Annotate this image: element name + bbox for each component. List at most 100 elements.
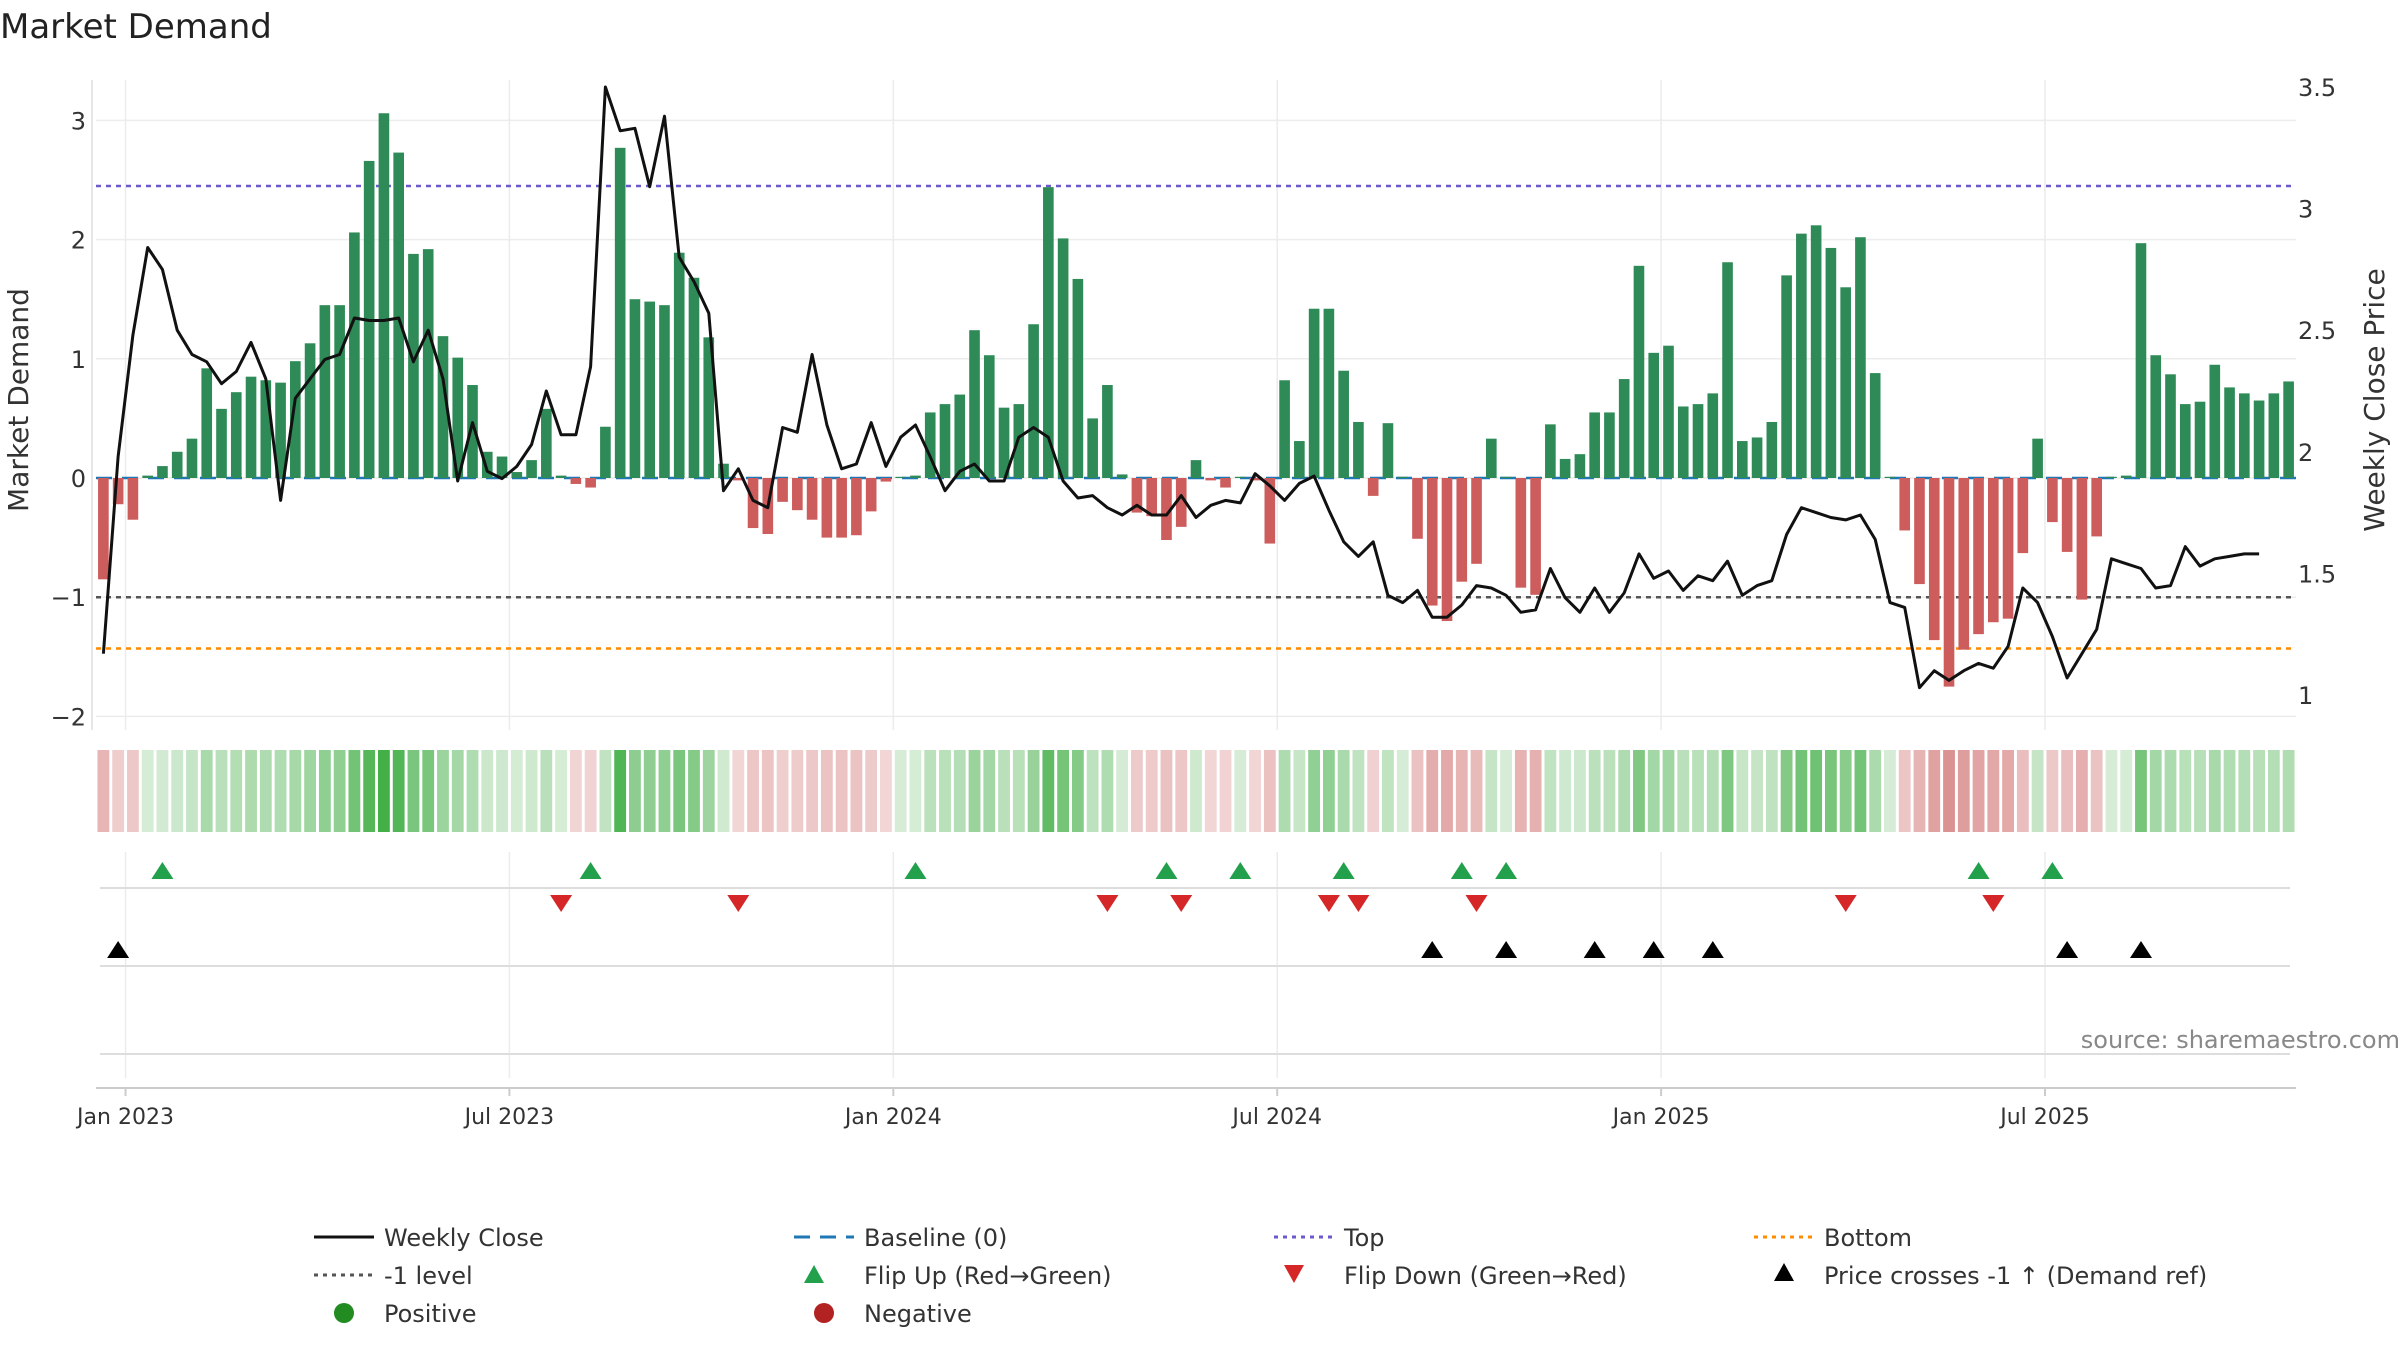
demand-bar — [1692, 404, 1704, 478]
demand-bar — [2224, 387, 2235, 478]
heat-cell — [1913, 750, 1926, 832]
demand-bar — [747, 478, 759, 529]
legend-top: Top — [1343, 1224, 1385, 1252]
heat-cell — [186, 750, 198, 832]
demand-bar — [1308, 308, 1320, 478]
demand-bar — [1943, 478, 1955, 687]
flip-down-marker — [1317, 895, 1340, 912]
heat-cell — [1116, 750, 1129, 832]
demand-bars — [98, 113, 2294, 687]
heat-cell — [2282, 750, 2295, 832]
demand-bar — [1072, 278, 1084, 478]
legend-negative-swatch — [814, 1303, 834, 1323]
legend-flip-down: Flip Down (Green→Red) — [1344, 1262, 1627, 1290]
heat-cell — [2267, 750, 2280, 832]
demand-bar — [1294, 441, 1305, 478]
heat-cell — [1219, 750, 1232, 832]
demand-bar — [2091, 478, 2102, 537]
demand-bar — [1988, 478, 1999, 623]
demand-bar — [1648, 352, 1660, 478]
heat-cell — [1633, 750, 1645, 832]
demand-bar — [777, 478, 788, 502]
heat-cell — [1308, 750, 1321, 832]
flip-up-marker — [1967, 862, 1990, 879]
heat-cell — [1559, 750, 1572, 832]
demand-bar — [2194, 401, 2206, 478]
demand-bar — [969, 330, 980, 478]
demand-bar — [408, 253, 419, 478]
heat-cell — [2120, 750, 2133, 832]
heat-cell — [1352, 750, 1365, 832]
demand-bar — [924, 412, 936, 478]
demand-bar — [304, 343, 316, 478]
demand-bar — [585, 478, 596, 488]
heat-cell — [1810, 750, 1823, 832]
heat-cell — [2135, 750, 2147, 832]
x-tick-label: Jan 2023 — [75, 1105, 174, 1130]
heat-cell — [791, 750, 804, 832]
demand-bar — [954, 394, 966, 478]
demand-bar — [895, 476, 907, 478]
x-tick-label: Jul 2023 — [463, 1105, 555, 1130]
heat-cell — [1824, 750, 1837, 832]
demand-bar — [1382, 423, 1394, 478]
demand-bar — [1530, 478, 1541, 595]
demand-bar — [1589, 412, 1600, 478]
demand-bar — [1175, 478, 1187, 527]
demand-bar — [1190, 460, 1202, 478]
heat-cell — [599, 750, 612, 832]
heat-cell — [1042, 750, 1055, 832]
demand-bar — [688, 277, 700, 478]
demand-bar — [112, 478, 124, 505]
demand-bar — [1146, 478, 1158, 517]
heat-cell — [1455, 750, 1468, 832]
heat-cell — [1190, 750, 1202, 832]
heat-cell — [1573, 750, 1586, 832]
heat-cell — [363, 750, 376, 832]
demand-bar — [1249, 478, 1261, 481]
y-tick-label: −1 — [51, 584, 86, 612]
heat-cell — [1765, 750, 1778, 832]
heat-cell — [761, 750, 774, 832]
demand-bar — [1116, 474, 1128, 478]
price-cross-marker — [1495, 941, 1518, 958]
heat-cell — [1071, 750, 1084, 832]
legend-bottom: Bottom — [1824, 1224, 1912, 1252]
heat-cell — [1500, 750, 1512, 832]
demand-bar — [1412, 478, 1423, 539]
heat-cell — [880, 750, 892, 832]
heat-cell — [820, 750, 833, 832]
demand-bar — [290, 361, 301, 478]
heat-cell — [1854, 750, 1867, 832]
x-axis: Jan 2023 Jul 2023 Jan 2024 Jul 2024 Jan 2025… — [75, 1087, 2296, 1130]
demand-bar — [1604, 412, 1615, 478]
demand-bar — [1102, 385, 1113, 478]
legend-weekly-close: Weekly Close — [384, 1224, 544, 1252]
legend-positive-swatch — [334, 1303, 354, 1323]
demand-bar — [629, 299, 641, 478]
heat-cell — [1588, 750, 1601, 832]
demand-bar — [673, 252, 685, 478]
heat-cell — [156, 750, 169, 832]
demand-bar — [334, 305, 345, 478]
heat-cell — [1234, 750, 1247, 832]
legend-flip-up: Flip Up (Red→Green) — [864, 1262, 1112, 1290]
heat-cell — [525, 750, 538, 832]
flip-down-marker — [550, 895, 573, 912]
weekly-close-line — [101, 85, 2260, 690]
demand-bar — [1043, 187, 1054, 478]
heat-cell — [1957, 750, 1970, 832]
demand-bar — [1633, 265, 1645, 478]
demand-bar — [1722, 262, 1733, 478]
heat-cell — [1145, 750, 1158, 832]
demand-bar — [2135, 243, 2147, 478]
heat-cell — [1884, 750, 1896, 832]
flip-down-marker — [1982, 895, 2005, 912]
flip-down-marker — [1170, 895, 1193, 912]
heat-cell — [1898, 750, 1911, 832]
y2-tick-label: 3.5 — [2298, 74, 2336, 102]
heat-cell — [1603, 750, 1616, 832]
heat-cell — [2223, 750, 2236, 832]
heat-cell — [658, 750, 671, 832]
heat-cell — [629, 750, 641, 832]
